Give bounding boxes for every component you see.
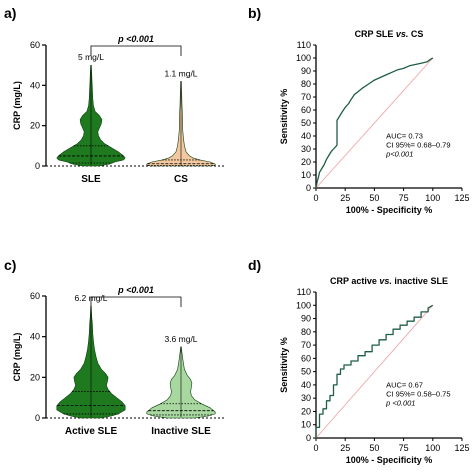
y-tick-label: 60 bbox=[301, 353, 311, 363]
x-tick-label: 75 bbox=[399, 443, 409, 453]
x-tick-label: 50 bbox=[369, 443, 379, 453]
y-tick-label: 0 bbox=[306, 183, 311, 193]
x-axis-title: 100% - Specificity % bbox=[346, 455, 433, 465]
x-tick-label: 100 bbox=[425, 193, 440, 203]
x-tick-label: 25 bbox=[340, 443, 350, 453]
panel-letter-d: d) bbox=[248, 257, 261, 273]
panel-letter-a: a) bbox=[4, 5, 16, 21]
x-tick-label: 0 bbox=[313, 193, 318, 203]
stats-line: p<0.001 bbox=[385, 150, 413, 159]
x-tick-label: 50 bbox=[369, 193, 379, 203]
y-axis-title: Sensitivity % bbox=[279, 89, 289, 145]
y-tick-label: 10 bbox=[301, 420, 311, 430]
x-tick-label: 75 bbox=[399, 193, 409, 203]
chart-title: CRP SLE vs. CS bbox=[355, 29, 424, 39]
y-tick-label: 0 bbox=[306, 433, 311, 443]
stats-line: CI 95%= 0.68–0.79 bbox=[386, 141, 450, 150]
y-tick-label: 80 bbox=[301, 79, 311, 89]
x-category-label: Inactive SLE bbox=[151, 426, 211, 437]
y-tick-label: 60 bbox=[30, 291, 40, 301]
significance-label: p <0.001 bbox=[117, 285, 154, 295]
y-tick-label: 100 bbox=[296, 53, 311, 63]
x-category-label: CS bbox=[174, 174, 188, 185]
y-axis-title: CRP (mg/L) bbox=[12, 333, 22, 382]
y-tick-label: 20 bbox=[30, 121, 40, 131]
roc-curve bbox=[315, 57, 434, 189]
roc-chart-active-vs-inactive: CRP active vs. inactive SLE 0 10 20 30 40 50 60… bbox=[279, 276, 470, 465]
median-value-label: 1.1 mg/L bbox=[164, 68, 197, 78]
chart-title: CRP active vs. inactive SLE bbox=[330, 276, 448, 286]
y-tick-label: 70 bbox=[301, 340, 311, 350]
y-axis-title: Sensitivity % bbox=[279, 337, 289, 393]
y-tick-label: 90 bbox=[301, 66, 311, 76]
x-tick-label: 125 bbox=[454, 443, 469, 453]
chart-title-part: CS bbox=[408, 29, 423, 39]
panel-letter-c: c) bbox=[4, 257, 16, 273]
x-tick-label: 25 bbox=[340, 193, 350, 203]
significance-bracket bbox=[90, 296, 182, 307]
roc-chart-sle-vs-cs: CRP SLE vs. CS 0 10 20 30 40 50 60 70 80 90 100 110 0… bbox=[279, 29, 470, 215]
x-tick-label: 100 bbox=[425, 443, 440, 453]
stats-line: AUC= 0.67 bbox=[386, 381, 423, 390]
y-tick-label: 40 bbox=[30, 332, 40, 342]
x-tick-label: 125 bbox=[454, 193, 469, 203]
y-tick-label: 60 bbox=[301, 105, 311, 115]
y-tick-label: 80 bbox=[301, 327, 311, 337]
y-tick-label: 0 bbox=[35, 413, 40, 423]
chart-title-part: CRP active bbox=[330, 276, 379, 286]
y-tick-label: 20 bbox=[30, 372, 40, 382]
y-axis-title: CRP (mg/L) bbox=[12, 81, 22, 130]
y-tick-label: 30 bbox=[301, 144, 311, 154]
y-tick-label: 70 bbox=[301, 92, 311, 102]
x-axis-title: 100% - Specificity % bbox=[346, 205, 433, 215]
x-category-label: SLE bbox=[81, 174, 101, 185]
y-tick-label: 30 bbox=[301, 393, 311, 403]
reference-diagonal-line bbox=[315, 304, 434, 439]
y-tick-label: 40 bbox=[301, 131, 311, 141]
y-tick-label: 20 bbox=[301, 406, 311, 416]
y-tick-label: 0 bbox=[35, 161, 40, 171]
y-tick-label: 100 bbox=[296, 300, 311, 310]
roc-curve bbox=[315, 304, 434, 438]
reference-diagonal-line bbox=[315, 57, 434, 189]
y-tick-label: 50 bbox=[301, 367, 311, 377]
significance-bracket bbox=[90, 45, 182, 56]
violin-chart-sle-vs-cs: 0 20 40 60 CRP (mg/L) 5 mg/L SLE 1.1 mg/L CS p <0… bbox=[12, 34, 226, 185]
median-value-label: 5 mg/L bbox=[78, 52, 104, 62]
y-tick-label: 90 bbox=[301, 314, 311, 324]
chart-title-part: vs. bbox=[379, 276, 392, 286]
median-value-label: 3.6 mg/L bbox=[164, 334, 197, 344]
stats-line: AUC= 0.73 bbox=[386, 132, 423, 141]
chart-title-part: CRP SLE bbox=[355, 29, 396, 39]
x-category-label: Active SLE bbox=[65, 426, 118, 437]
stats-line: CI 95%= 0.58–0.75 bbox=[386, 390, 450, 399]
x-tick-label: 0 bbox=[313, 443, 318, 453]
significance-label: p <0.001 bbox=[117, 34, 154, 44]
y-tick-label: 10 bbox=[301, 170, 311, 180]
y-tick-label: 60 bbox=[30, 40, 40, 50]
y-tick-label: 110 bbox=[297, 287, 311, 297]
y-tick-label: 50 bbox=[301, 118, 311, 128]
y-tick-label: 40 bbox=[301, 380, 311, 390]
panel-letter-b: b) bbox=[248, 5, 261, 21]
y-tick-label: 40 bbox=[30, 80, 40, 90]
y-tick-label: 110 bbox=[297, 40, 311, 50]
chart-title-part: vs. bbox=[396, 29, 409, 39]
chart-title-part: inactive SLE bbox=[392, 276, 448, 286]
y-tick-label: 20 bbox=[301, 157, 311, 167]
stats-line: p <0.001 bbox=[385, 399, 415, 408]
